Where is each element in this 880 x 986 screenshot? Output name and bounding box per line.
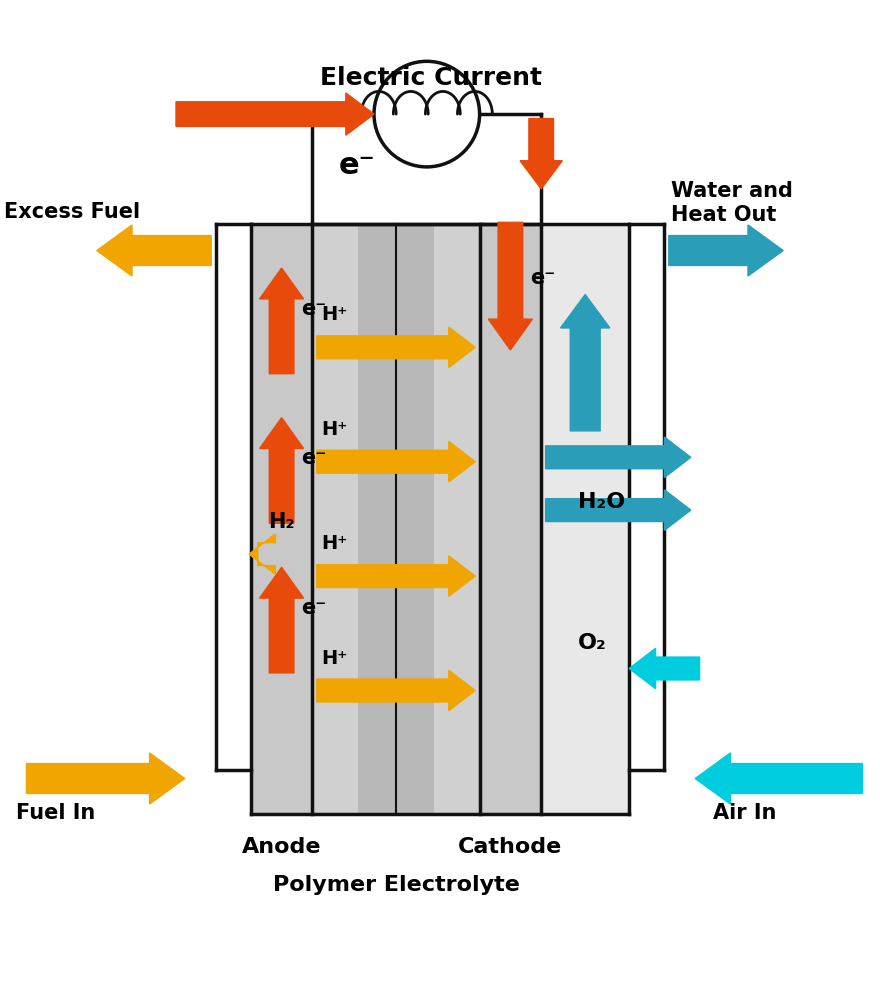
Text: Fuel In: Fuel In xyxy=(16,803,95,822)
FancyArrow shape xyxy=(317,442,475,482)
FancyArrow shape xyxy=(260,269,304,375)
Text: H₂O: H₂O xyxy=(578,492,626,512)
FancyArrow shape xyxy=(260,568,304,673)
Text: Electric Current: Electric Current xyxy=(320,66,542,90)
FancyArrow shape xyxy=(488,223,532,351)
Text: Cathode: Cathode xyxy=(458,836,562,856)
Bar xyxy=(480,225,541,813)
Text: Water and
Heat Out: Water and Heat Out xyxy=(671,180,793,225)
Text: H₂: H₂ xyxy=(268,511,295,531)
Text: Polymer Electrolyte: Polymer Electrolyte xyxy=(273,874,519,893)
Text: Excess Fuel: Excess Fuel xyxy=(4,202,141,222)
Bar xyxy=(312,115,541,225)
FancyArrow shape xyxy=(176,94,374,136)
Text: H⁺: H⁺ xyxy=(321,533,348,552)
FancyArrow shape xyxy=(317,556,475,597)
Bar xyxy=(480,225,629,813)
Text: e⁻: e⁻ xyxy=(301,299,326,318)
FancyArrow shape xyxy=(546,438,691,478)
Bar xyxy=(358,225,434,813)
FancyArrow shape xyxy=(26,753,185,805)
Text: H⁺: H⁺ xyxy=(321,648,348,667)
FancyArrow shape xyxy=(561,295,610,432)
Text: e⁻: e⁻ xyxy=(530,267,555,288)
FancyArrow shape xyxy=(317,670,475,711)
FancyArrow shape xyxy=(669,226,783,277)
FancyArrow shape xyxy=(249,534,275,575)
Text: e⁻: e⁻ xyxy=(301,448,326,467)
FancyArrow shape xyxy=(629,649,700,689)
Text: e⁻: e⁻ xyxy=(301,598,326,617)
Bar xyxy=(251,225,312,813)
FancyArrow shape xyxy=(97,226,211,277)
Bar xyxy=(312,225,480,813)
Text: e⁻: e⁻ xyxy=(339,151,376,180)
Text: H⁺: H⁺ xyxy=(321,419,348,439)
Circle shape xyxy=(374,62,480,168)
Bar xyxy=(251,225,312,813)
Bar xyxy=(480,225,541,813)
Text: Anode: Anode xyxy=(242,836,321,856)
Text: O₂: O₂ xyxy=(578,632,607,653)
FancyArrow shape xyxy=(260,418,304,524)
FancyArrow shape xyxy=(546,490,691,530)
Text: Air In: Air In xyxy=(713,803,776,822)
FancyArrow shape xyxy=(317,327,475,368)
FancyArrow shape xyxy=(520,119,562,189)
FancyArrow shape xyxy=(695,753,862,805)
Text: H⁺: H⁺ xyxy=(321,305,348,324)
